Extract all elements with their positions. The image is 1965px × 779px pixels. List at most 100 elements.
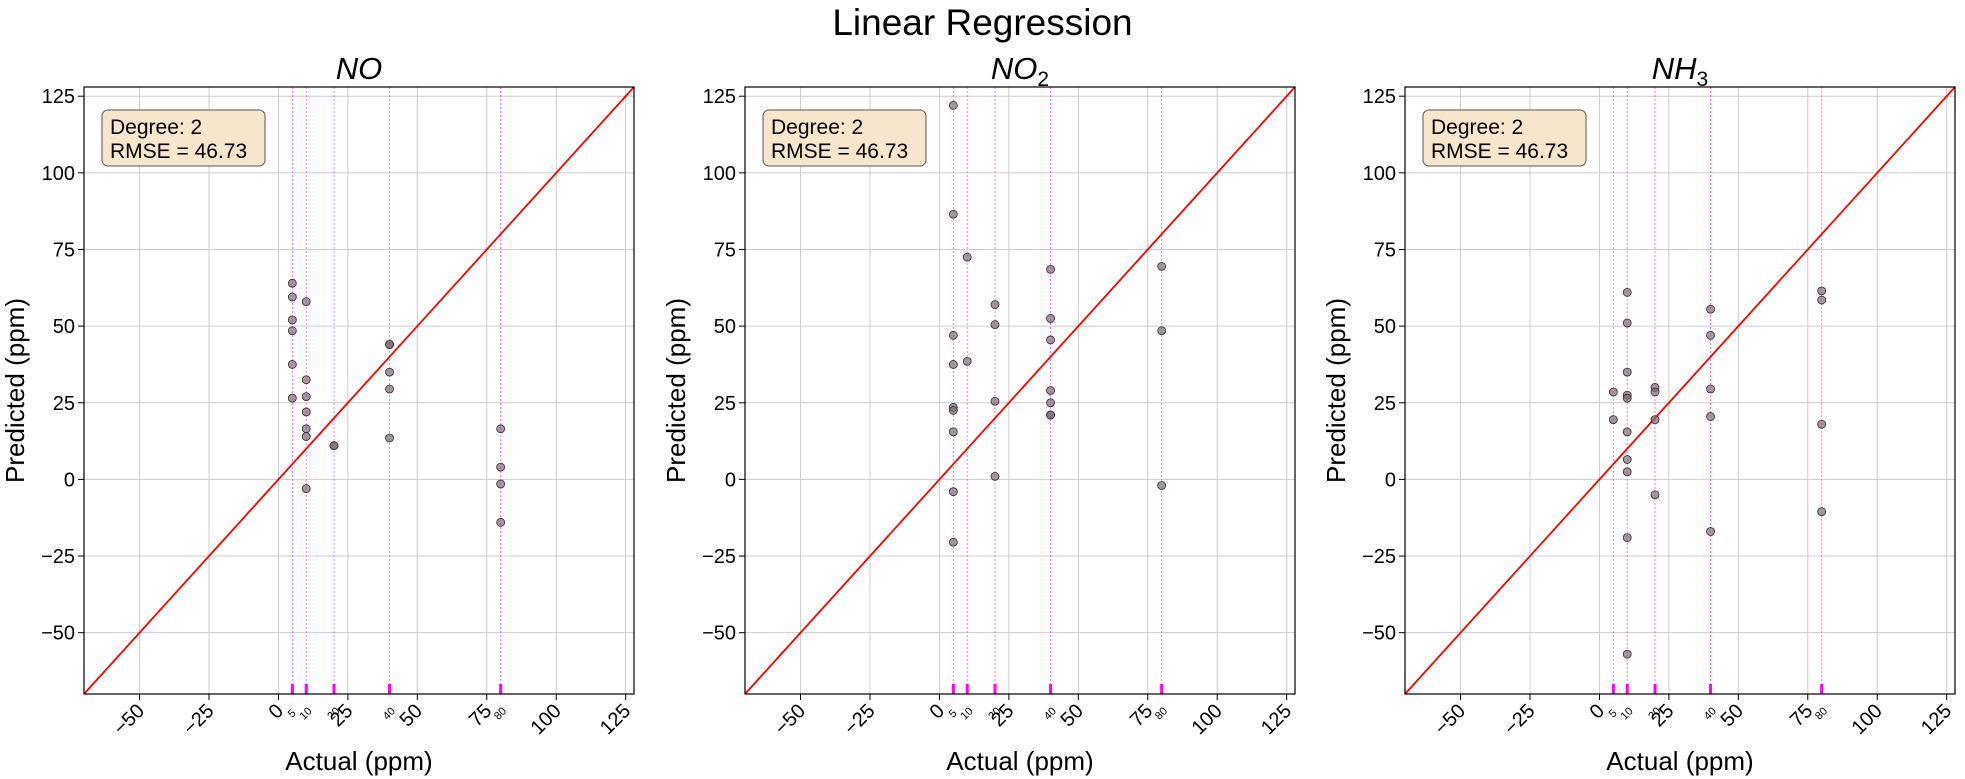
x-tick-label: 0 <box>265 700 288 723</box>
y-tick-label: 50 <box>53 316 75 338</box>
data-point <box>948 427 958 437</box>
data-point <box>1046 386 1055 395</box>
data-point <box>948 487 958 497</box>
data-point <box>1046 314 1055 323</box>
identity-line <box>744 86 1296 695</box>
data-point <box>1817 419 1827 429</box>
data-point <box>1046 398 1055 408</box>
data-point <box>1046 410 1055 420</box>
data-point <box>1608 415 1618 425</box>
data-point <box>1157 261 1167 271</box>
annotation-box <box>762 109 927 167</box>
y-tick-label: 50 <box>1374 316 1396 338</box>
data-point <box>1817 507 1827 516</box>
x-tick-label: 50 <box>1057 700 1088 731</box>
x-tick-label: −25 <box>179 700 219 740</box>
data-point <box>1622 393 1632 403</box>
data-point <box>301 484 311 494</box>
data-point <box>1046 335 1055 345</box>
reference-tick-label: 10 <box>298 705 315 722</box>
data-point <box>1622 467 1632 477</box>
y-tick-label: 75 <box>1374 239 1396 261</box>
x-tick-label: 25 <box>1647 700 1678 731</box>
reference-tick-label: 40 <box>381 705 398 722</box>
data-point <box>1817 295 1827 305</box>
data-point <box>287 278 297 288</box>
data-point <box>496 517 506 527</box>
y-tick-label: 0 <box>64 469 75 491</box>
data-point <box>1608 387 1618 397</box>
data-point <box>1650 490 1660 500</box>
data-point <box>301 424 311 434</box>
data-point <box>948 330 958 340</box>
data-point <box>948 209 958 219</box>
x-tick-label: 100 <box>1188 700 1227 739</box>
subplot-title: NH3 <box>1652 51 1708 91</box>
data-point <box>287 326 297 336</box>
x-tick-label: −25 <box>1500 700 1540 740</box>
annotation-box <box>101 109 266 167</box>
x-tick-label: −50 <box>771 700 811 740</box>
y-tick-label: 100 <box>1363 163 1396 185</box>
x-tick-label: −25 <box>840 700 880 740</box>
y-tick-label: −50 <box>1362 623 1396 645</box>
annotation-text: RMSE = 46.73 <box>110 140 247 163</box>
data-point <box>1622 318 1632 328</box>
y-tick-label: 125 <box>1363 86 1396 108</box>
reference-tick-label: 40 <box>1042 705 1059 722</box>
data-point <box>1706 527 1715 536</box>
y-tick-label: 25 <box>714 393 736 415</box>
y-axis-label: Predicted (ppm) <box>1321 298 1351 483</box>
annotation-text: RMSE = 46.73 <box>1431 140 1568 163</box>
y-tick-label: 125 <box>703 86 736 108</box>
identity-line <box>83 86 635 695</box>
data-point <box>948 100 958 110</box>
y-axis-label: Predicted (ppm) <box>661 298 691 483</box>
data-point <box>1650 415 1660 425</box>
x-tick-label: 50 <box>396 700 427 731</box>
axes-frame <box>83 86 635 695</box>
y-tick-label: 100 <box>42 163 75 185</box>
data-point <box>948 360 958 369</box>
data-point <box>301 297 311 306</box>
y-tick-label: 25 <box>1374 393 1396 415</box>
x-tick-label: −50 <box>110 700 150 740</box>
data-point <box>496 424 506 434</box>
data-point <box>1622 367 1632 377</box>
y-tick-label: 75 <box>714 239 736 261</box>
x-tick-label: 125 <box>596 700 635 739</box>
data-point <box>385 433 394 443</box>
y-tick-label: −25 <box>41 546 75 568</box>
subplot-title: NO2 <box>991 51 1049 91</box>
y-tick-label: 50 <box>714 316 736 338</box>
y-tick-label: −50 <box>41 623 75 645</box>
y-tick-label: 0 <box>1385 469 1396 491</box>
data-point <box>287 315 297 325</box>
data-point <box>301 392 311 402</box>
data-point <box>385 384 394 394</box>
x-tick-label: 100 <box>1848 700 1887 739</box>
y-tick-label: 125 <box>42 86 75 108</box>
data-point <box>1622 649 1632 659</box>
x-tick-label: 25 <box>326 700 357 731</box>
data-point <box>287 360 297 369</box>
y-tick-label: −25 <box>702 546 736 568</box>
annotation-box <box>1422 109 1587 167</box>
data-point <box>948 537 958 547</box>
data-point <box>385 367 394 377</box>
y-tick-label: 0 <box>725 469 736 491</box>
data-point <box>1706 412 1715 421</box>
data-point <box>329 441 339 451</box>
x-tick-label: 125 <box>1917 700 1956 739</box>
data-point <box>990 320 1000 329</box>
x-tick-label: 0 <box>926 700 949 723</box>
data-point <box>990 300 1000 310</box>
data-point <box>301 407 311 417</box>
x-tick-label: 50 <box>1717 700 1748 731</box>
data-point <box>990 471 1000 481</box>
x-tick-label: 75 <box>1786 700 1817 731</box>
y-tick-label: 25 <box>53 393 75 415</box>
